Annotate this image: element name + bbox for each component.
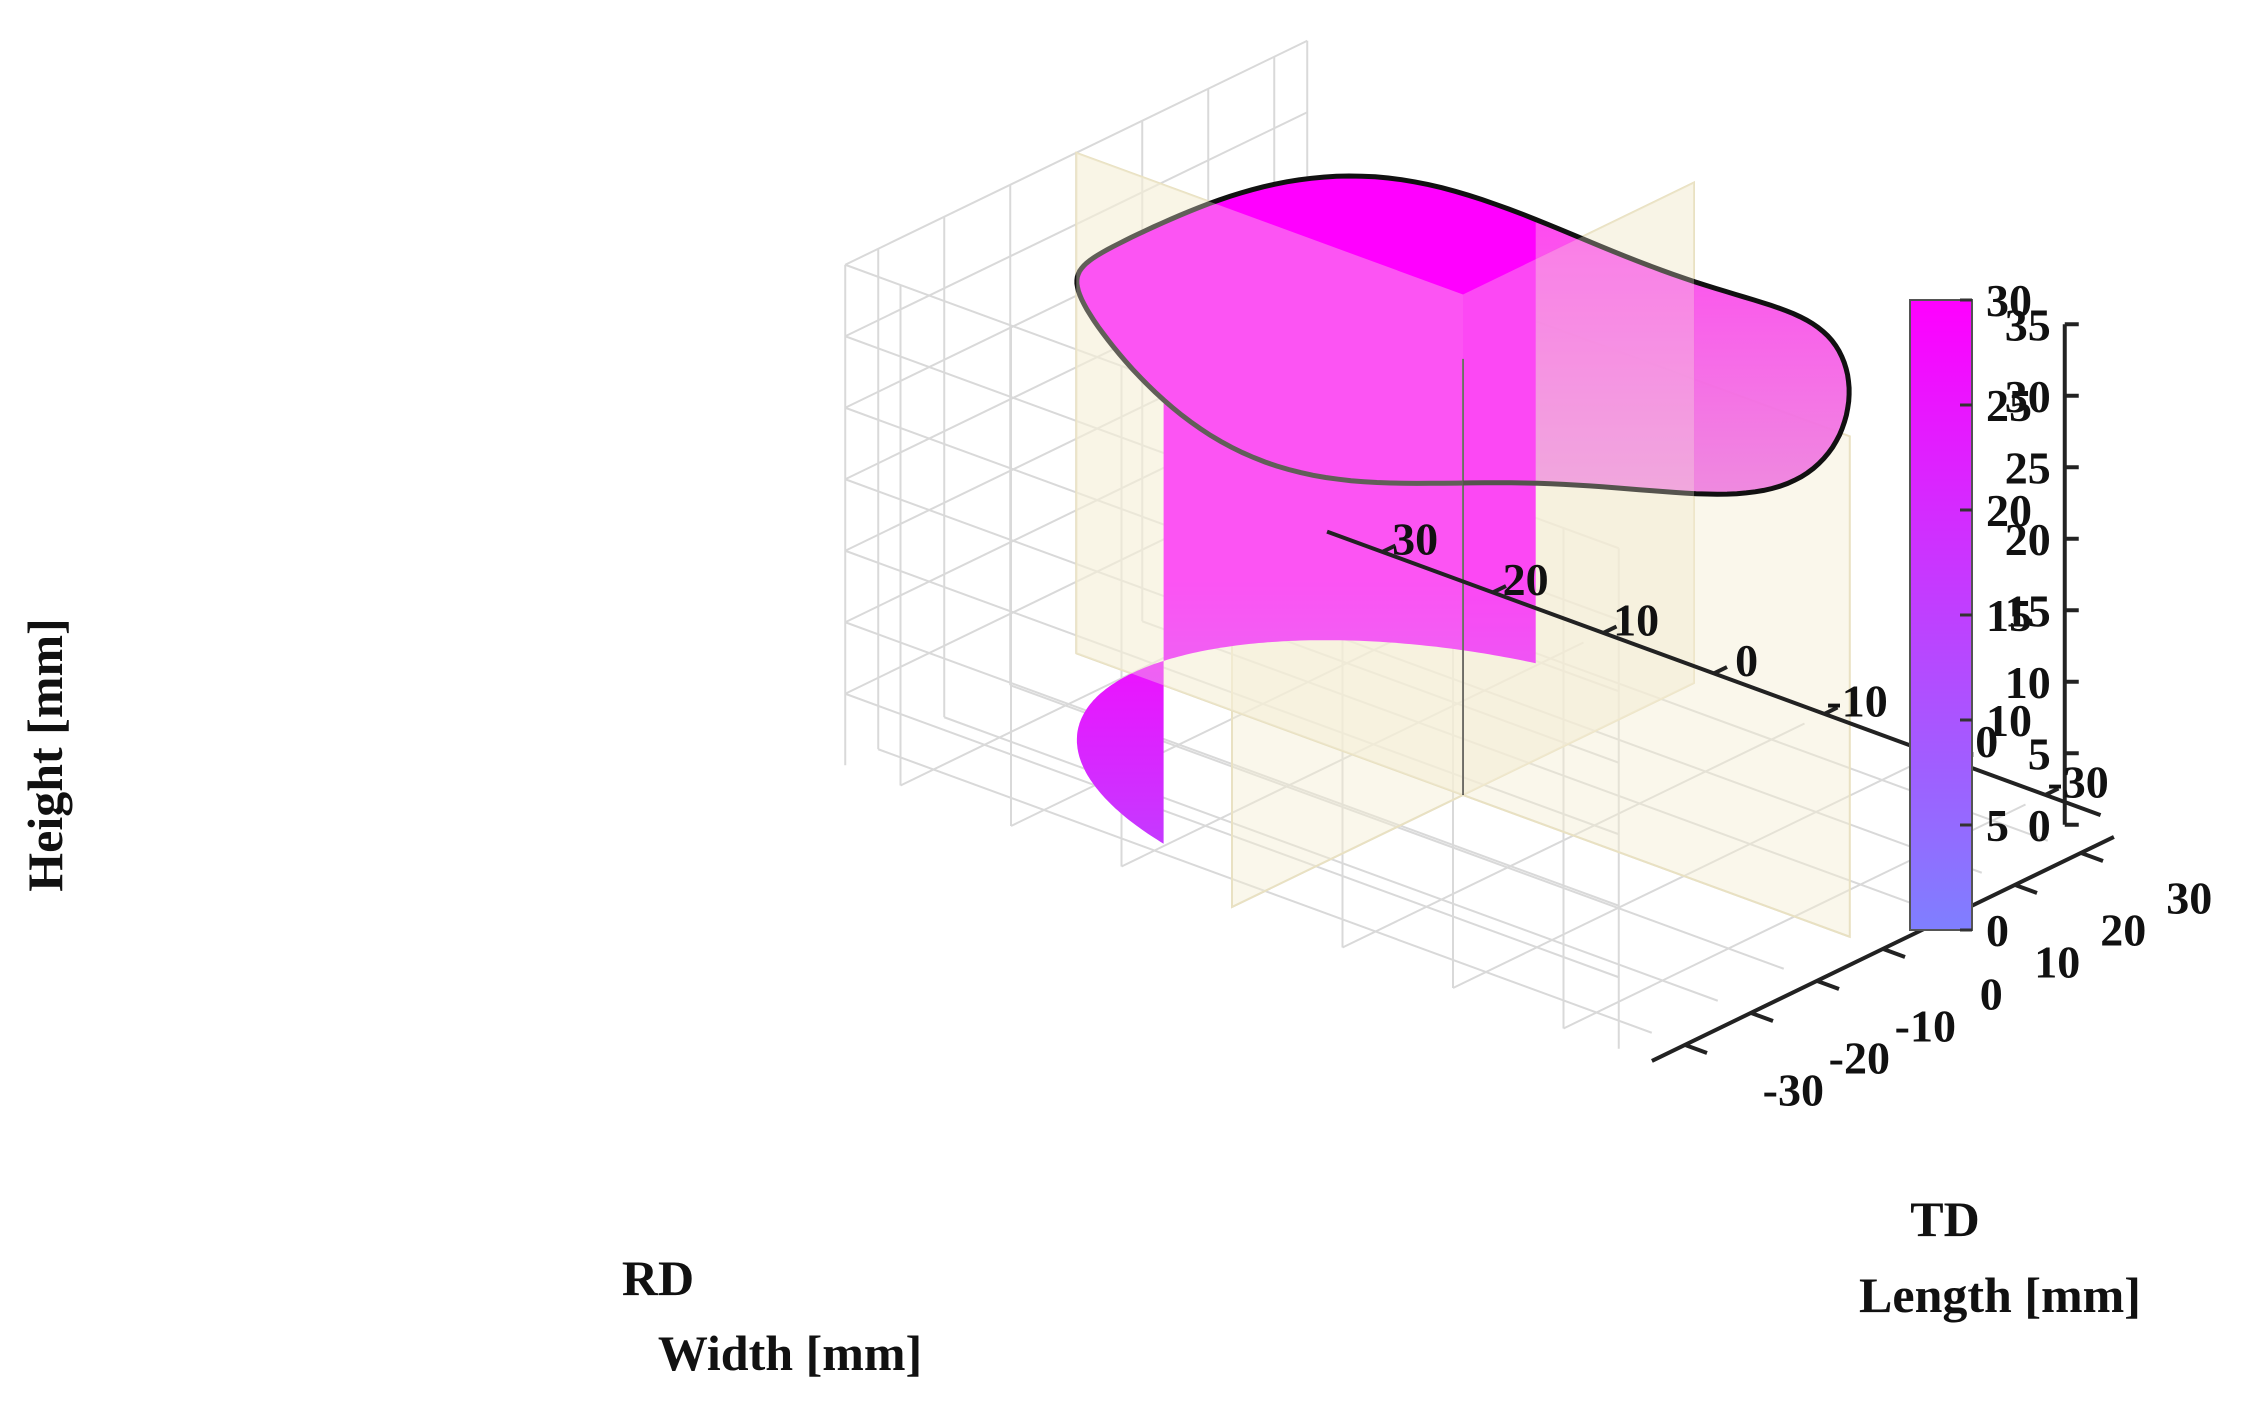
y-tick xyxy=(1882,947,1906,959)
z-tick-label: 5 xyxy=(2028,728,2051,779)
x-tick xyxy=(1712,665,1728,676)
y-tick-label: -30 xyxy=(1763,1064,1824,1115)
y-tick xyxy=(2080,851,2104,863)
y-tick xyxy=(2014,883,2038,895)
z-tick-label: 10 xyxy=(2005,657,2051,708)
cup-surface xyxy=(1074,152,1852,844)
x-tick-label: 20 xyxy=(1503,554,1549,605)
y-tick xyxy=(1750,1011,1774,1023)
y-tick xyxy=(1816,979,1840,991)
x-tick xyxy=(1823,705,1839,716)
z-tick-label: 0 xyxy=(2028,800,2051,851)
y-tick-label: 20 xyxy=(2100,904,2146,955)
x-axis-label: Width [mm] xyxy=(658,1325,922,1381)
x-tick xyxy=(2044,786,2060,797)
y-tick-label: 10 xyxy=(2034,936,2080,987)
colorbar-tick-label: 25 xyxy=(1986,380,2032,431)
x-tick-label: 30 xyxy=(1392,513,1438,564)
x-tick xyxy=(1491,584,1507,595)
y-tick xyxy=(1684,1043,1708,1055)
y-tick-label: -10 xyxy=(1895,1000,1956,1051)
x-tick-label: -10 xyxy=(1826,675,1887,726)
cup-wall xyxy=(1076,176,1536,844)
y-tick-label: 0 xyxy=(1980,968,2003,1019)
colorbar: 0 5 10 15 20 25 30 xyxy=(1909,275,2032,956)
x-tick-label: -30 xyxy=(2047,756,2108,807)
cup-rim xyxy=(1074,173,1852,497)
z-tick-label: 20 xyxy=(2005,514,2051,565)
colorbar-tick-label: 10 xyxy=(1986,695,2032,746)
y-tick-label: 30 xyxy=(2166,872,2212,923)
y-axis-line xyxy=(1651,835,2115,1063)
colorbar-tick-label: 30 xyxy=(1986,275,2032,326)
x-tick xyxy=(1381,543,1397,554)
z-tick-label: 35 xyxy=(2005,299,2051,350)
z-tick-label: 30 xyxy=(2005,371,2051,422)
x-tick-label: 0 xyxy=(1735,635,1758,686)
z-tick-label: 25 xyxy=(2005,442,2051,493)
colorbar-tick-label: 0 xyxy=(1986,905,2009,956)
plane-front xyxy=(1076,152,1463,796)
z-tick-label: 15 xyxy=(2005,585,2051,636)
colorbar-tick-label: 20 xyxy=(1986,485,2032,536)
plane-front-td xyxy=(1463,182,1694,795)
x-tick xyxy=(1602,624,1618,635)
y-tick-label: -20 xyxy=(1829,1032,1890,1083)
z-axis-label: Height [mm] xyxy=(17,618,73,892)
colorbar-tick-label: 15 xyxy=(1986,590,2032,641)
y-direction-label: TD xyxy=(1910,1191,1979,1247)
x-direction-label: RD xyxy=(622,1250,694,1306)
x-tick-label: 10 xyxy=(1613,594,1659,645)
colorbar-tick-label: 5 xyxy=(1986,800,2009,851)
y-axis-label: Length [mm] xyxy=(1859,1267,2141,1323)
